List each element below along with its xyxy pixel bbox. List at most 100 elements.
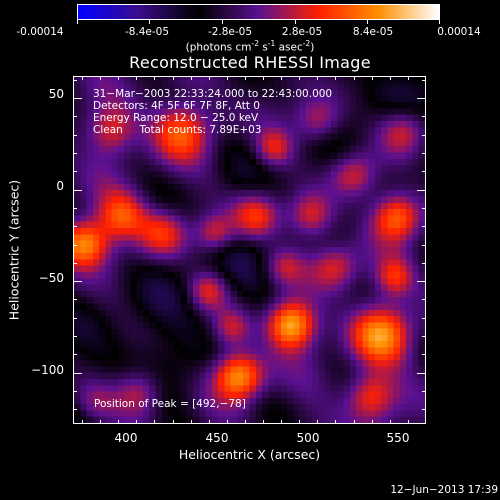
y-axis-label: Heliocentric Y (arcsec): [6, 179, 22, 321]
x-tick-mark: [154, 420, 155, 424]
y-tick-mark: [73, 98, 82, 99]
energy-range-annotation: Energy Range: 12.0 − 25.0 keV: [93, 112, 259, 124]
colorbar: [77, 4, 440, 20]
y-tick-label: 0: [56, 179, 64, 193]
x-tick-mark: [209, 420, 210, 424]
colorbar-tickmark: [77, 20, 78, 24]
x-tick-mark: [408, 420, 409, 424]
y-tick-mark: [73, 391, 77, 392]
x-tick-label: 500: [296, 431, 320, 445]
footer-timestamp: 12−Jun−2013 17:39: [390, 484, 498, 496]
x-tick-mark: [173, 420, 174, 424]
y-tick-mark-right: [417, 281, 426, 282]
x-tick-mark: [100, 420, 101, 424]
x-tick-label: 400: [114, 431, 138, 445]
x-tick-mark-top: [136, 76, 137, 80]
y-tick-mark-right: [417, 98, 426, 99]
y-tick-mark: [73, 354, 77, 355]
x-tick-mark-top: [372, 76, 373, 80]
x-tick-mark-top: [118, 76, 119, 80]
y-tick-mark: [73, 153, 77, 154]
x-tick-mark-top: [408, 76, 409, 80]
y-tick-mark-right: [422, 391, 426, 392]
y-tick-mark-right: [417, 190, 426, 191]
y-tick-mark: [73, 373, 82, 374]
y-tick-mark: [73, 116, 77, 117]
y-tick-mark-right: [417, 373, 426, 374]
x-tick-mark-top: [281, 76, 282, 80]
colorbar-tickmark: [439, 20, 440, 24]
x-tick-mark-top: [173, 76, 174, 80]
colorbar-tickmark: [222, 20, 223, 24]
colorbar-tick-label: -0.00014: [16, 26, 64, 38]
x-tick-mark-top: [209, 76, 210, 80]
y-tick-mark-right: [422, 80, 426, 81]
x-tick-mark: [191, 420, 192, 424]
x-tick-mark: [227, 420, 228, 424]
y-tick-mark-right: [422, 171, 426, 172]
x-axis-label: Heliocentric X (arcsec): [178, 447, 321, 462]
observation-time-annotation: 31−Mar−2003 22:33:24.000 to 22:43:00.000: [93, 88, 333, 100]
x-tick-label: 450: [205, 431, 229, 445]
y-tick-mark: [73, 336, 77, 337]
x-tick-mark-top: [100, 76, 101, 80]
x-tick-mark-top: [82, 76, 83, 80]
y-tick-mark: [73, 80, 77, 81]
colorbar-tickmark: [295, 20, 296, 24]
y-tick-mark: [73, 226, 77, 227]
y-tick-mark: [73, 263, 77, 264]
colorbar-tickmark: [367, 20, 368, 24]
y-tick-mark-right: [422, 263, 426, 264]
y-tick-mark: [73, 299, 77, 300]
y-tick-mark: [73, 318, 77, 319]
colorbar-gradient: [78, 5, 439, 19]
y-tick-mark-right: [422, 318, 426, 319]
x-tick-mark: [245, 420, 246, 424]
chart-title: Reconstructed RHESSI Image: [129, 53, 371, 72]
y-tick-mark-right: [422, 208, 426, 209]
y-tick-mark-right: [422, 299, 426, 300]
colorbar-tick-label: 8.4e-05: [352, 26, 394, 38]
x-tick-mark-top: [354, 76, 355, 80]
total-counts-annotation: Clean Total counts: 7.89E+03: [93, 124, 262, 136]
x-tick-mark-top: [227, 76, 228, 80]
colorbar-tickmark: [149, 20, 150, 24]
y-tick-mark-right: [422, 153, 426, 154]
colorbar-tick-label: -8.4e-05: [124, 26, 170, 38]
x-tick-mark-top: [335, 76, 336, 80]
x-tick-mark: [354, 420, 355, 424]
x-tick-mark: [335, 420, 336, 424]
y-tick-label: −50: [38, 271, 64, 285]
y-tick-label: 50: [48, 87, 64, 101]
y-tick-mark: [73, 409, 77, 410]
x-tick-mark-top: [317, 76, 318, 80]
x-tick-mark-top: [263, 76, 264, 80]
y-tick-mark: [73, 281, 82, 282]
x-tick-mark: [390, 420, 391, 424]
y-tick-mark: [73, 135, 77, 136]
x-tick-mark: [82, 420, 83, 424]
colorbar-tick-label: -2.8e-05: [207, 26, 253, 38]
x-tick-mark: [118, 420, 119, 424]
x-tick-mark: [281, 420, 282, 424]
x-tick-mark: [299, 420, 300, 424]
y-tick-mark: [73, 171, 77, 172]
y-tick-mark-right: [422, 116, 426, 117]
x-tick-mark-top: [191, 76, 192, 80]
y-tick-mark-right: [422, 226, 426, 227]
x-tick-mark-top: [245, 76, 246, 80]
y-tick-mark-right: [422, 354, 426, 355]
y-tick-mark-right: [422, 409, 426, 410]
x-tick-mark-top: [390, 76, 391, 80]
y-tick-mark-right: [422, 245, 426, 246]
detectors-annotation: Detectors: 4F 5F 6F 7F 8F, Att 0: [93, 100, 260, 112]
x-tick-mark-top: [299, 76, 300, 80]
x-tick-mark: [136, 420, 137, 424]
y-tick-mark-right: [422, 135, 426, 136]
y-tick-mark: [73, 245, 77, 246]
colorbar-tick-label: 0.00014: [437, 26, 481, 38]
y-tick-mark: [73, 208, 77, 209]
colorbar-units: (photons cm-2 s-1 asec-2): [185, 39, 315, 54]
colorbar-tick-label: 2.8e-05: [281, 26, 323, 38]
x-tick-mark: [372, 420, 373, 424]
